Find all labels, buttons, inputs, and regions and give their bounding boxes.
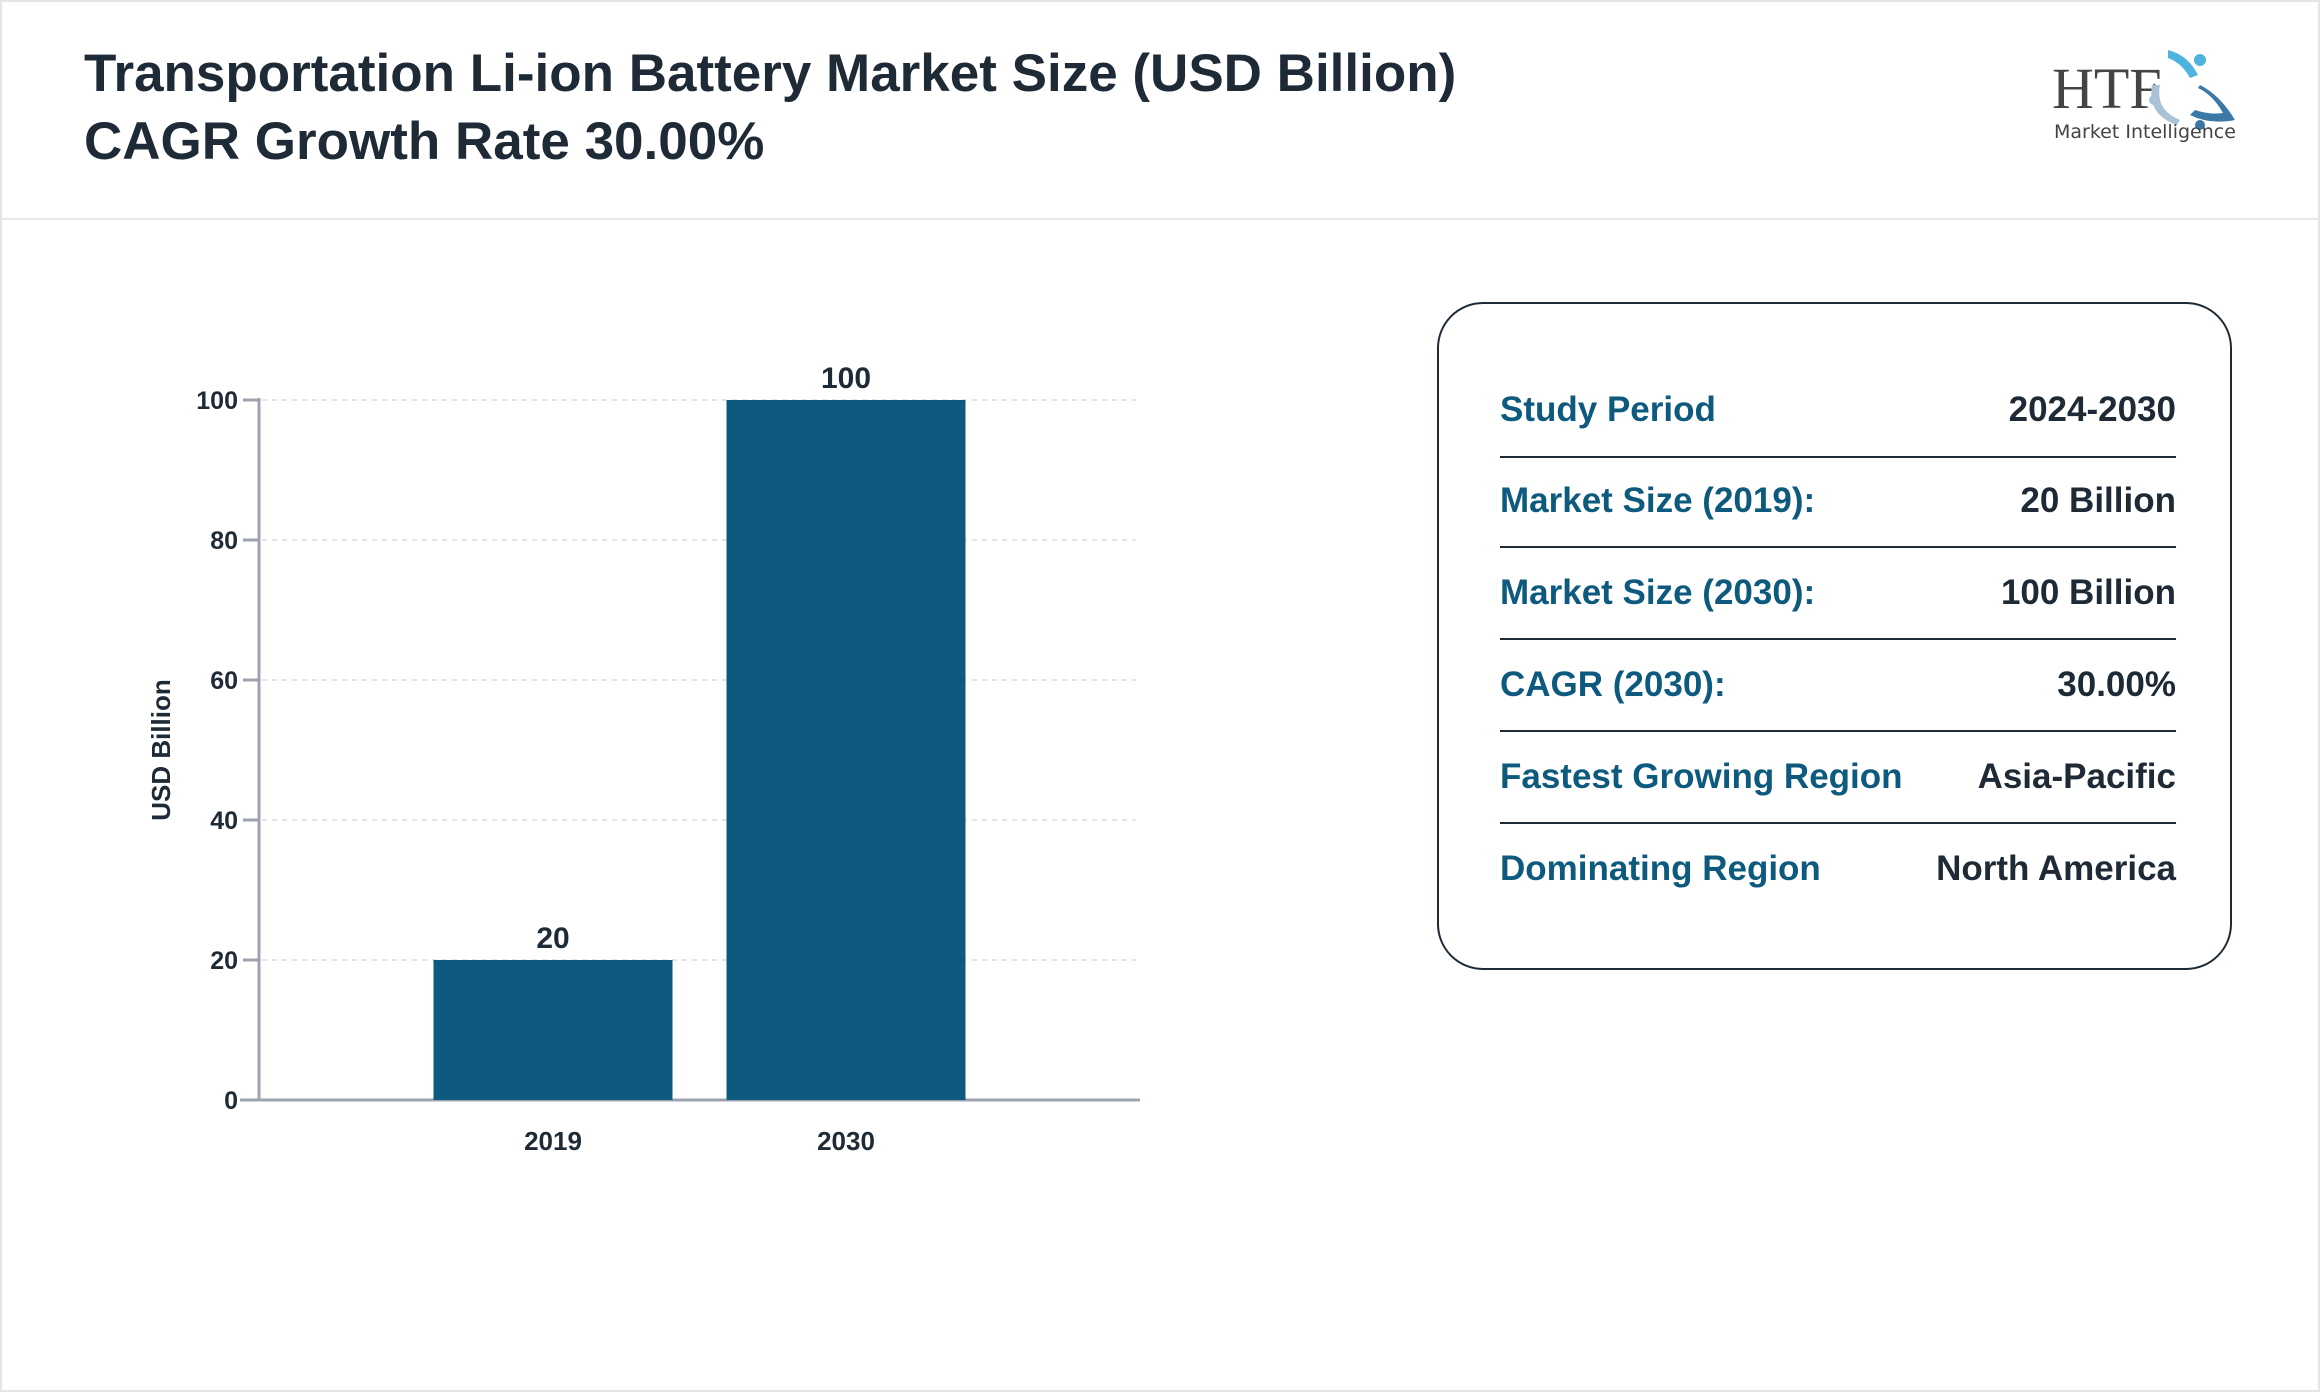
y-tick-label: 0 xyxy=(224,1087,238,1115)
info-value: Asia-Pacific xyxy=(1977,757,2176,796)
info-row-fastest-growing-region: Fastest Growing Region Asia-Pacific xyxy=(1500,732,2176,824)
info-label: Market Size (2030): xyxy=(1500,573,1816,612)
info-value: 20 Billion xyxy=(2020,481,2176,520)
bar-2019 xyxy=(433,960,673,1100)
info-row-study-period: Study Period 2024-2030 xyxy=(1500,364,2176,458)
info-label: Dominating Region xyxy=(1500,849,1821,888)
info-value: North America xyxy=(1936,849,2176,888)
info-value: 2024-2030 xyxy=(2008,390,2176,429)
y-axis-label: USD Billion xyxy=(146,679,176,821)
y-tick-label: 100 xyxy=(196,387,238,415)
htf-logo: HTF Market Intelligence xyxy=(2052,50,2236,143)
data-label: 20 xyxy=(536,922,569,955)
y-tick-label: 20 xyxy=(210,947,238,975)
data-label: 100 xyxy=(821,362,871,395)
x-tick-label: 2019 xyxy=(524,1126,582,1156)
x-tick-label: 2030 xyxy=(817,1126,875,1156)
logo-text: HTF xyxy=(2052,56,2162,121)
bar-2030 xyxy=(726,400,966,1100)
page-title: Transportation Li-ion Battery Market Siz… xyxy=(84,44,1457,171)
info-label: Fastest Growing Region xyxy=(1500,757,1903,796)
info-label: Study Period xyxy=(1500,390,1716,429)
info-card: Study Period 2024-2030 Market Size (2019)… xyxy=(1437,302,2232,970)
info-row-dominating-region: Dominating Region North America xyxy=(1500,824,2176,914)
info-value: 100 Billion xyxy=(2000,573,2176,612)
y-tick-label: 80 xyxy=(210,527,238,555)
y-tick-label: 40 xyxy=(210,807,238,835)
bar-chart: 0 20 40 60 80 100 20 2019 100 2030 USD Billion xyxy=(146,362,1140,1156)
y-tick-label: 60 xyxy=(210,667,238,695)
info-row-cagr: CAGR (2030): 30.00% xyxy=(1500,640,2176,732)
logo-subtext: Market Intelligence xyxy=(2054,121,2236,143)
header-divider xyxy=(2,218,2318,220)
info-label: Market Size (2019): xyxy=(1500,481,1816,520)
info-row-market-size-2019: Market Size (2019): 20 Billion xyxy=(1500,456,2176,548)
info-label: CAGR (2030): xyxy=(1500,665,1726,704)
info-row-market-size-2030: Market Size (2030): 100 Billion xyxy=(1500,548,2176,640)
info-value: 30.00% xyxy=(2057,665,2176,704)
